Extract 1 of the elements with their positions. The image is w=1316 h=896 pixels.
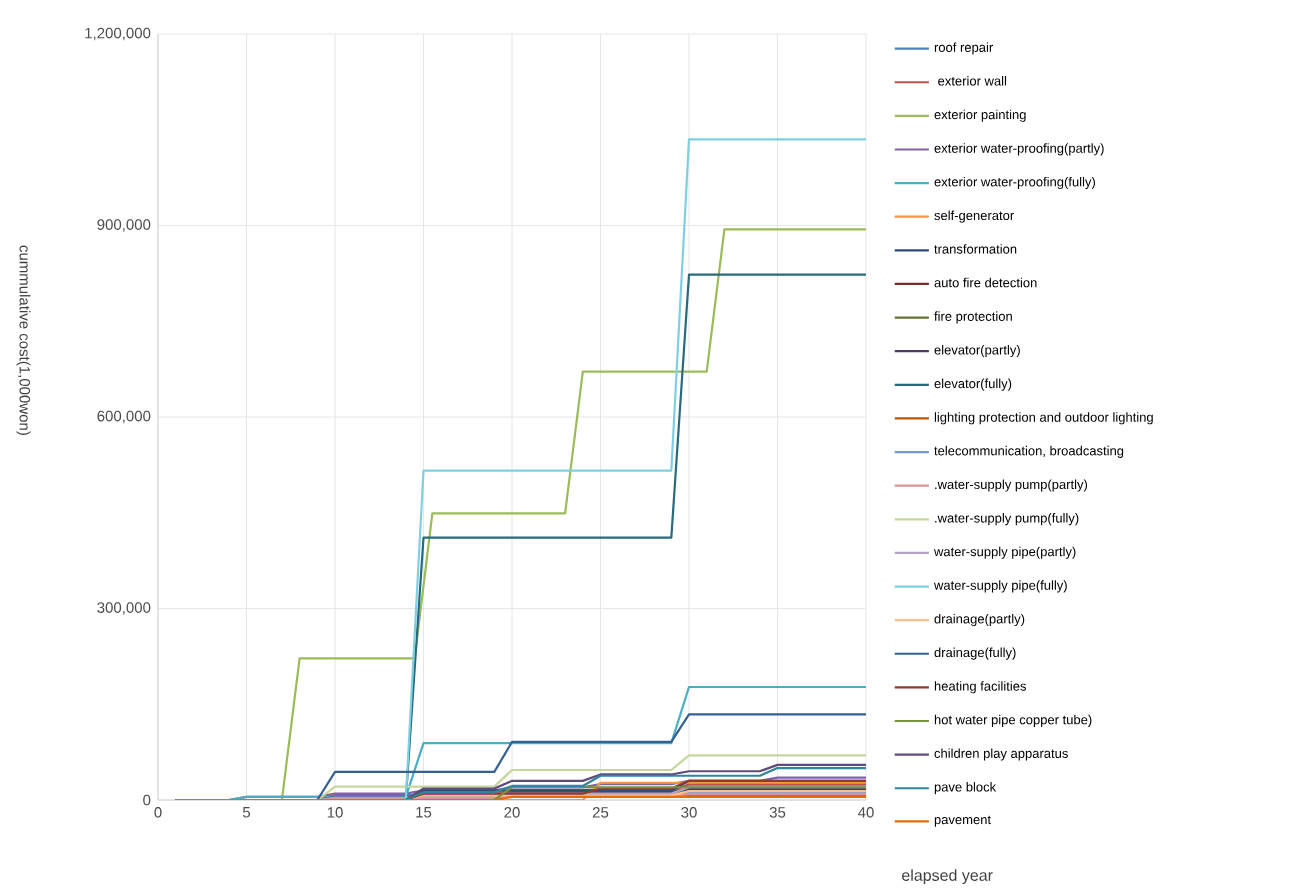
x-axis-title: elapsed year bbox=[902, 869, 993, 885]
